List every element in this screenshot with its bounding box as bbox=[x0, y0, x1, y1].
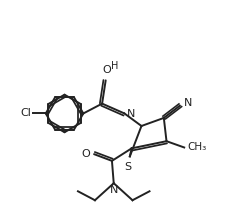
Text: O: O bbox=[82, 149, 90, 159]
Text: O: O bbox=[102, 64, 111, 74]
Text: S: S bbox=[124, 162, 131, 172]
Text: CH₃: CH₃ bbox=[187, 142, 206, 152]
Text: N: N bbox=[127, 109, 135, 119]
Text: N: N bbox=[110, 186, 118, 196]
Text: N: N bbox=[183, 98, 192, 108]
Text: Cl: Cl bbox=[20, 108, 32, 119]
Text: H: H bbox=[112, 61, 119, 71]
